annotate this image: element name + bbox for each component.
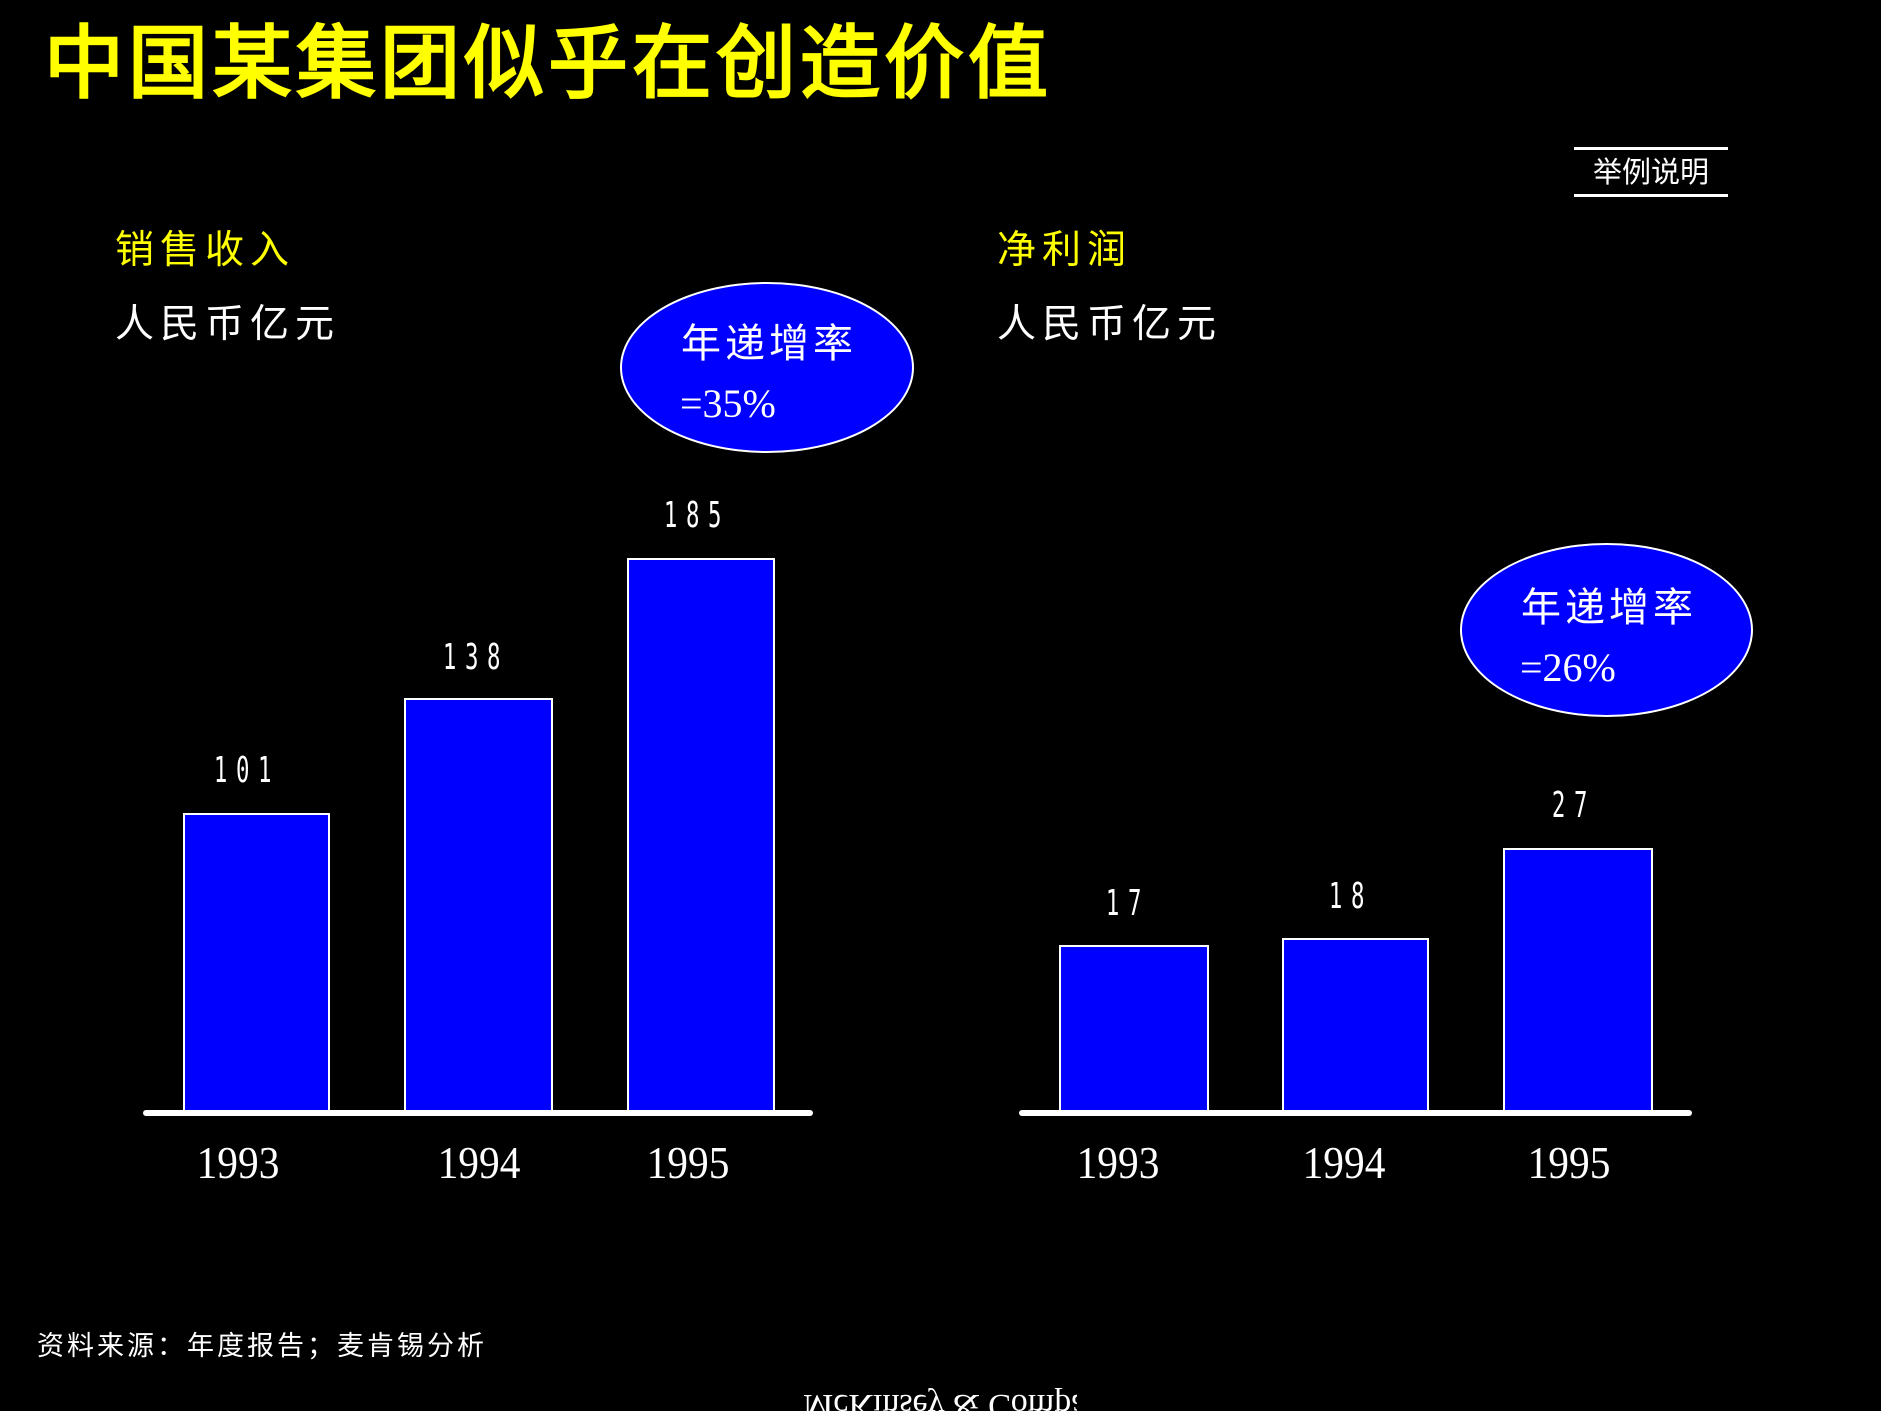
left-year-1993: 1993 [196, 1137, 280, 1188]
right-value-1993: 17 [1105, 883, 1151, 924]
right-bar-1994 [1282, 938, 1429, 1113]
left-value-1995: 185 [663, 495, 731, 536]
left-growth-ellipse: 年递增率 =35% [620, 282, 914, 453]
left-bar-1993 [183, 813, 330, 1113]
company-logo: McKinsey & Company [803, 1385, 1077, 1411]
left-growth-label: 年递增率 [681, 321, 857, 367]
left-year-1994: 1994 [437, 1137, 521, 1188]
left-growth-value: =35% [680, 381, 776, 426]
right-year-1995: 1995 [1527, 1137, 1611, 1188]
left-bar-1994 [404, 698, 553, 1113]
right-bar-1995 [1503, 848, 1653, 1113]
company-logo-text: McKinsey & Company [803, 1387, 1077, 1411]
left-chart-unit-label: 人民币亿元 [115, 302, 341, 347]
left-chart-metric-label: 销售收入 [115, 228, 296, 273]
right-x-axis [1019, 1110, 1692, 1116]
left-bar-1995 [627, 558, 775, 1113]
illustration-tag: 举例说明 [1574, 147, 1728, 197]
right-growth-ellipse: 年递增率 =26% [1460, 543, 1753, 717]
left-x-axis [143, 1110, 813, 1116]
right-growth-label: 年递增率 [1521, 585, 1697, 631]
right-bar-1993 [1059, 945, 1209, 1113]
right-value-1995: 27 [1551, 785, 1597, 826]
right-chart-metric-label: 净利润 [997, 228, 1133, 273]
illustration-tag-label: 举例说明 [1592, 154, 1709, 189]
right-value-1994: 18 [1328, 876, 1374, 917]
left-year-1995: 1995 [646, 1137, 730, 1188]
right-year-1994: 1994 [1302, 1137, 1386, 1188]
right-growth-value: =26% [1520, 645, 1616, 690]
slide-title: 中国某集团似乎在创造价值 [44, 17, 1052, 110]
right-year-1993: 1993 [1076, 1137, 1160, 1188]
right-chart-unit-label: 人民币亿元 [997, 302, 1223, 347]
left-value-1993: 101 [213, 750, 281, 791]
source-footnote: 资料来源：年度报告；麦肯锡分析 [37, 1331, 487, 1362]
left-value-1994: 138 [442, 637, 510, 678]
